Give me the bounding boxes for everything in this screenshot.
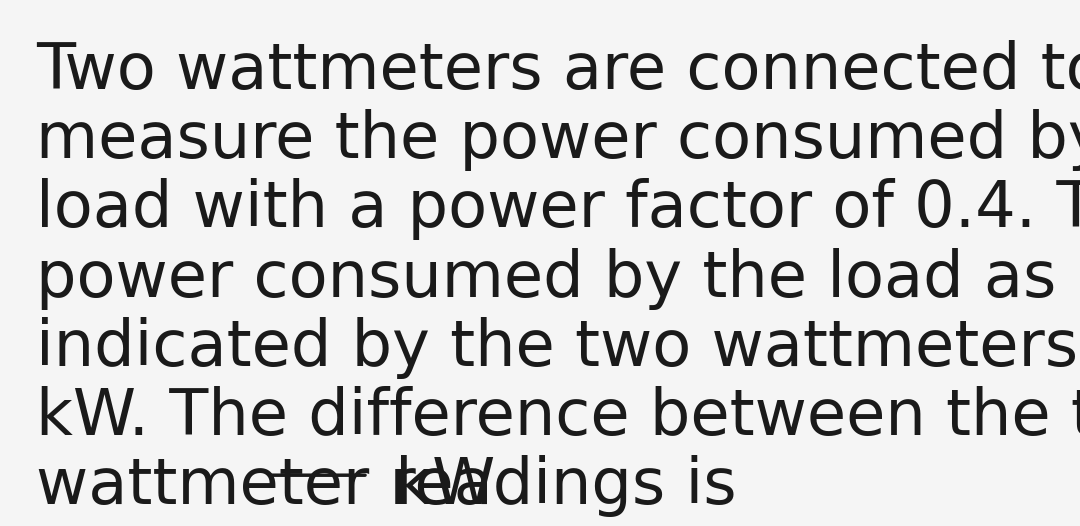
Text: load with a power factor of 0.4. The total: load with a power factor of 0.4. The tot… — [37, 178, 1080, 240]
Text: measure the power consumed by a 3-ϕ: measure the power consumed by a 3-ϕ — [37, 109, 1080, 171]
Text: kW. The difference between the two: kW. The difference between the two — [37, 386, 1080, 448]
Text: wattmeter readings is: wattmeter readings is — [37, 455, 757, 517]
Text: power consumed by the load as: power consumed by the load as — [37, 248, 1056, 310]
Text: kW: kW — [375, 455, 495, 517]
Text: indicated by the two wattmeters is 30: indicated by the two wattmeters is 30 — [37, 317, 1080, 379]
Text: Two wattmeters are connected to: Two wattmeters are connected to — [37, 40, 1080, 102]
